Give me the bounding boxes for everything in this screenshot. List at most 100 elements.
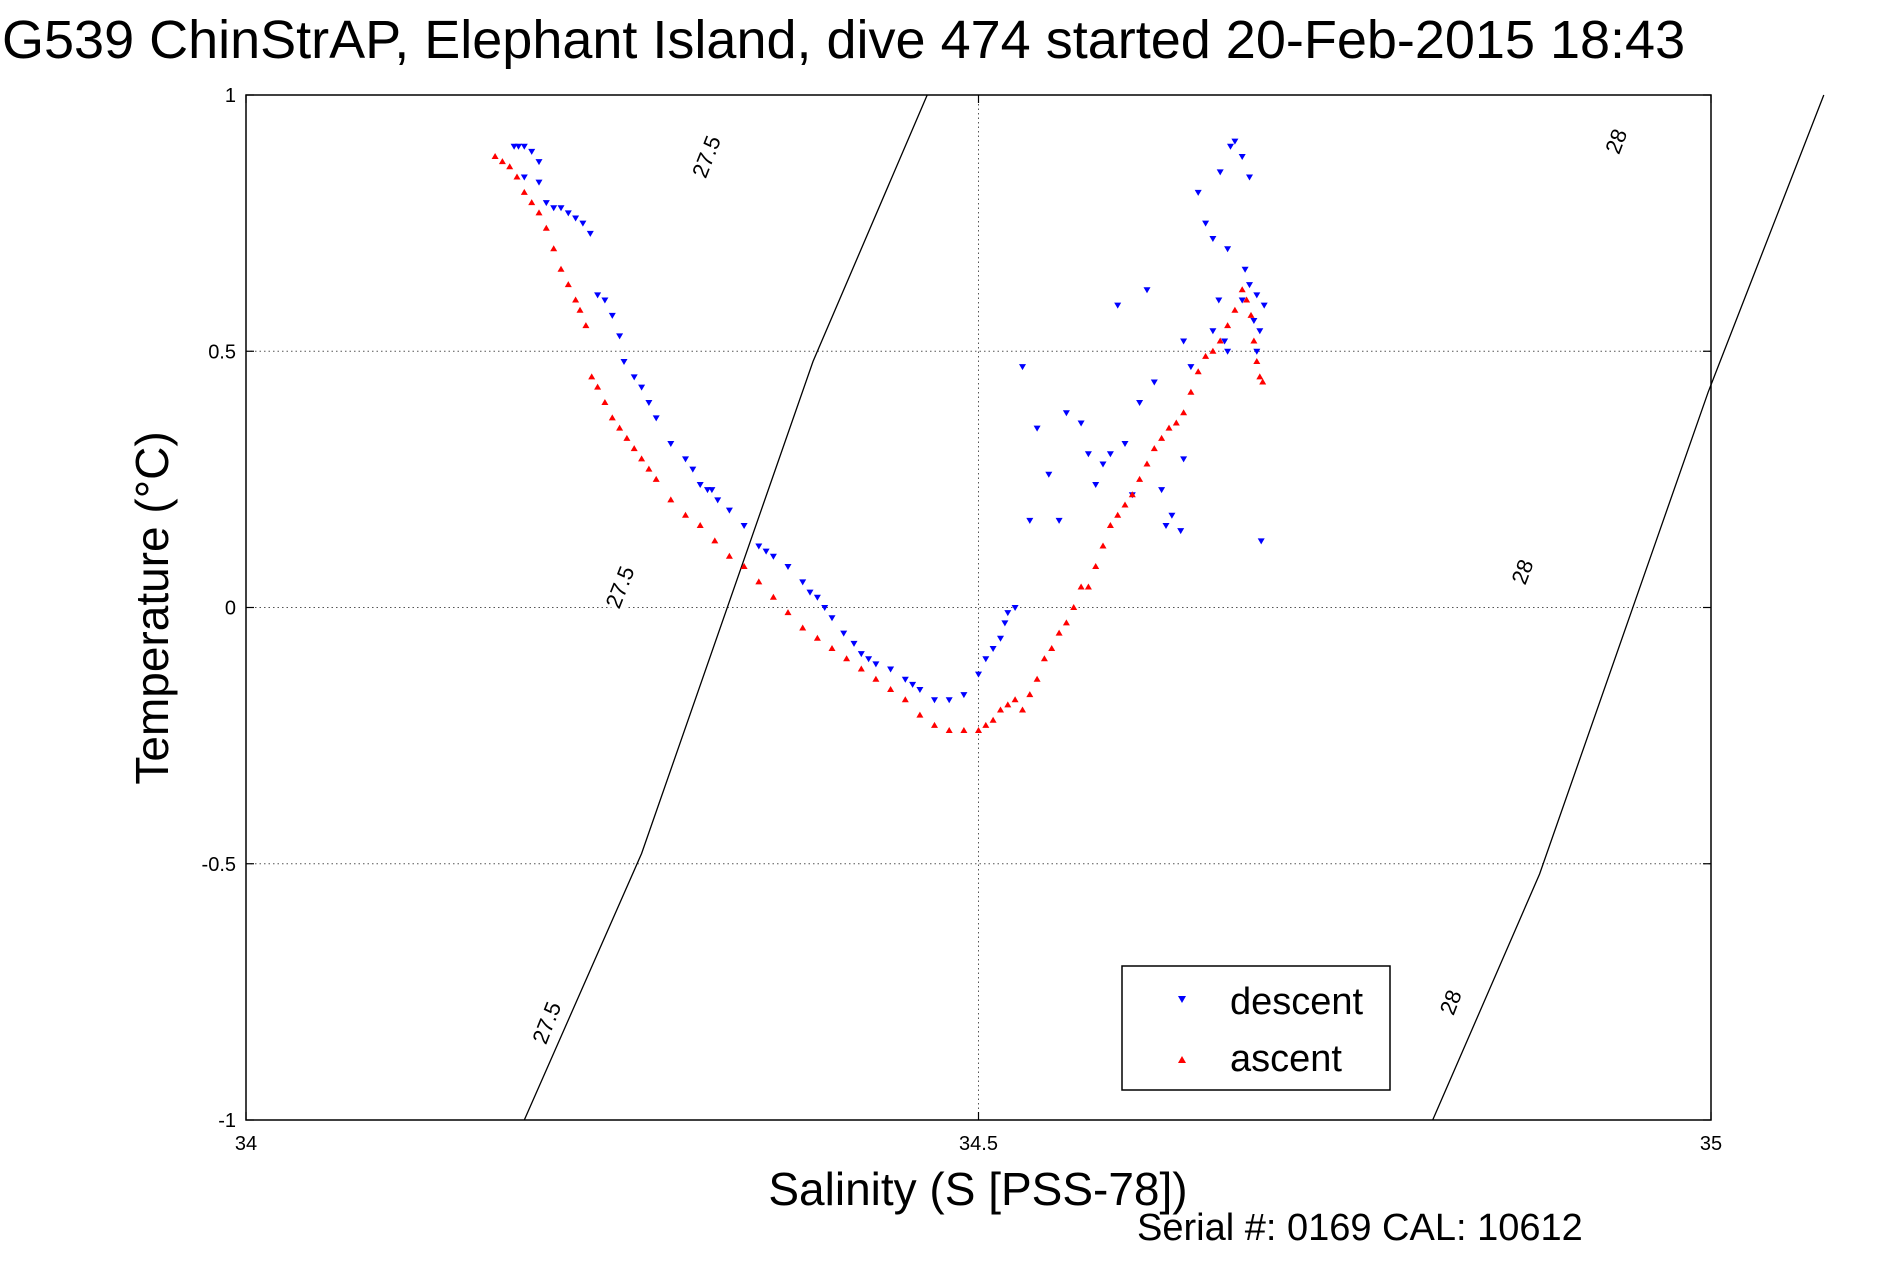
descent-point — [975, 671, 982, 678]
descent-point — [1168, 512, 1176, 519]
descent-point — [1221, 338, 1229, 345]
descent-point — [1077, 420, 1085, 427]
x-tick-label: 34 — [235, 1133, 257, 1155]
descent-point — [850, 640, 858, 647]
descent-point — [1062, 410, 1070, 417]
descent-point — [542, 200, 550, 207]
ascent-point — [725, 552, 733, 559]
descent-point — [1253, 292, 1261, 299]
descent-point — [1194, 189, 1202, 196]
descent-point — [550, 205, 558, 212]
ascent-point — [1180, 409, 1188, 416]
ascent-point — [1209, 347, 1217, 354]
ascent-point — [945, 727, 953, 733]
isopycnal-label-bg — [1595, 115, 1636, 167]
descent-point — [1253, 348, 1261, 355]
descent-point — [945, 697, 953, 704]
descent-point — [740, 523, 748, 529]
y-tick-label: 0 — [225, 598, 236, 620]
ascent-point — [1106, 522, 1114, 528]
descent-point — [857, 651, 865, 658]
descent-point — [1162, 523, 1170, 529]
descent-point — [813, 594, 821, 601]
ascent-point — [872, 675, 880, 682]
descent-point — [1231, 138, 1239, 145]
ascent-point — [1092, 563, 1100, 569]
y-tick-label: 1 — [225, 85, 236, 107]
ascent-point — [857, 665, 865, 672]
descent-point — [769, 553, 777, 560]
ascent-point — [1238, 286, 1246, 293]
legend-ascent-marker — [1178, 1056, 1186, 1063]
ascent-point — [601, 399, 609, 405]
descent-point — [1114, 302, 1122, 309]
descent-point — [1250, 318, 1258, 324]
descent-point — [1177, 528, 1185, 535]
ascent-point — [931, 721, 938, 728]
descent-point — [704, 487, 711, 494]
descent-point — [689, 466, 697, 473]
ascent-point — [682, 511, 689, 518]
ascent-point — [1019, 706, 1026, 713]
y-tick-label: 0.5 — [208, 341, 236, 363]
ascent-point — [498, 158, 506, 165]
x-axis-label: Salinity (S [PSS-78]) — [768, 1163, 1187, 1215]
x-tick-label: 34.5 — [959, 1133, 998, 1155]
descent-point — [1227, 143, 1234, 150]
descent-point — [821, 605, 829, 611]
descent-point — [528, 148, 536, 155]
ascent-point — [652, 475, 660, 482]
grid-lines — [246, 95, 1711, 1120]
ascent-point — [528, 199, 536, 206]
ascent-series — [491, 153, 1267, 733]
legend-descent-marker — [1178, 996, 1186, 1003]
ascent-point — [667, 496, 675, 503]
descent-point — [667, 441, 675, 447]
descent-point — [586, 230, 594, 237]
ascent-point — [696, 522, 704, 528]
descent-point — [997, 635, 1004, 642]
ascent-point — [1062, 619, 1070, 626]
ascent-point — [1084, 583, 1092, 590]
descent-point — [1045, 471, 1053, 478]
ascent-point — [1224, 322, 1232, 329]
descent-point — [1238, 154, 1246, 160]
ascent-point — [1099, 542, 1107, 549]
descent-point — [1224, 246, 1232, 253]
ascent-point — [901, 696, 909, 703]
ascent-point — [1165, 424, 1173, 431]
ascent-point — [1070, 604, 1078, 610]
legend-descent-label: descent — [1230, 981, 1364, 1023]
descent-point — [901, 676, 909, 683]
descent-point — [520, 143, 528, 150]
ascent-point — [594, 383, 602, 390]
descent-point — [989, 646, 997, 652]
descent-point — [1092, 482, 1100, 488]
ascent-point — [960, 727, 968, 733]
ascent-point — [1077, 583, 1085, 590]
descent-point — [572, 215, 580, 222]
ascent-point — [1259, 378, 1267, 385]
ascent-point — [799, 624, 807, 631]
descent-point — [1084, 451, 1092, 458]
ascent-point — [982, 721, 990, 728]
descent-point — [682, 456, 689, 463]
isopycnal-label-bg — [526, 997, 567, 1048]
descent-point — [1246, 174, 1253, 181]
y-axis-label: Temperature (°C) — [126, 431, 178, 784]
isopycnal-label-bg — [685, 131, 727, 182]
descent-point — [579, 220, 587, 227]
descent-point — [1143, 287, 1151, 294]
descent-point — [620, 359, 628, 365]
isopycnal-label-bg — [599, 561, 640, 613]
descent-point — [1209, 328, 1217, 335]
descent-point — [601, 297, 609, 304]
descent-point — [594, 292, 602, 299]
legend-box — [1121, 965, 1391, 1091]
ascent-point — [975, 727, 982, 733]
descent-point — [887, 666, 895, 673]
descent-point — [1001, 620, 1009, 627]
descent-point — [1238, 297, 1246, 304]
ascent-point — [1040, 655, 1048, 662]
descent-series — [510, 138, 1268, 704]
